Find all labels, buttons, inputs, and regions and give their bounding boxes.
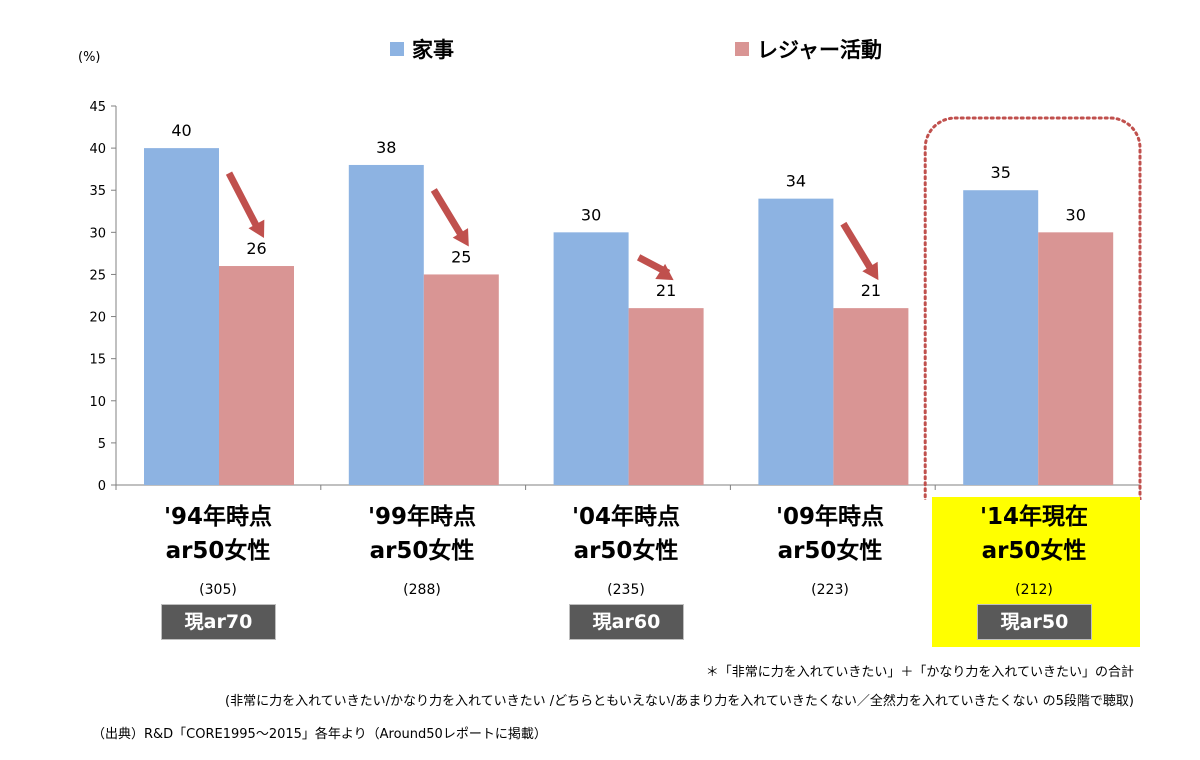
bar-value-label: 40 xyxy=(171,121,191,140)
source-note: （出典）R&D「CORE1995～2015」各年より（Around50レポートに… xyxy=(92,727,547,742)
decline-arrow xyxy=(430,188,467,242)
category-label: '14年現在 ar50女性 xyxy=(979,504,1089,564)
bar-value-label: 30 xyxy=(581,205,601,224)
category-label: '99年時点 ar50女性 xyxy=(367,504,477,564)
y-tick-label: 0 xyxy=(98,479,106,494)
y-tick-label: 15 xyxy=(89,353,106,368)
bar-value-label: 34 xyxy=(786,172,806,191)
y-tick-label: 45 xyxy=(89,100,106,115)
decline-arrow-head xyxy=(452,228,469,247)
sample-size: (305) xyxy=(199,582,237,598)
current-age-badge: 現ar70 xyxy=(161,604,276,640)
y-tick-label: 20 xyxy=(89,311,106,326)
bar xyxy=(423,274,499,485)
bar xyxy=(1038,232,1114,485)
bar xyxy=(628,308,704,485)
bar-value-label: 25 xyxy=(451,247,471,266)
bar-chart: 0 5 10 15 20 25 30 35 40 45 40 26 38 25 30 21 34 21 35 30 xyxy=(89,100,1142,500)
y-tick-label: 10 xyxy=(89,395,106,410)
category-label: '94年時点 ar50女性 xyxy=(163,504,273,564)
unit-label: (%) xyxy=(78,50,101,65)
bar-value-label: 21 xyxy=(861,281,881,300)
legend-swatch-leisure xyxy=(735,42,749,56)
bar xyxy=(144,148,219,485)
bar-value-label: 26 xyxy=(246,239,266,258)
bar xyxy=(833,308,909,485)
bar-value-label: 38 xyxy=(376,138,396,157)
bar xyxy=(553,232,629,485)
bar-value-label: 35 xyxy=(991,163,1011,182)
highlight-frame xyxy=(923,116,1142,500)
decline-arrow xyxy=(840,221,877,275)
decline-arrow-head xyxy=(862,261,879,281)
y-tick-label: 5 xyxy=(98,437,106,452)
current-age-badge: 現ar50 xyxy=(977,604,1092,640)
bar xyxy=(219,266,294,485)
bar xyxy=(758,198,834,485)
legend-item-housework: 家事 xyxy=(390,34,454,64)
footnote-scale: (非常に力を入れていきたい/かなり力を入れていきたい /どちらともいえない/あま… xyxy=(225,694,1134,709)
y-tick-label: 40 xyxy=(89,142,106,157)
decline-arrow-head xyxy=(655,263,674,281)
bar-value-label: 30 xyxy=(1066,205,1086,224)
legend-item-leisure: レジャー活動 xyxy=(735,34,882,64)
sample-size: (235) xyxy=(607,582,645,598)
y-tick-label: 25 xyxy=(89,268,106,283)
current-age-badge: 現ar60 xyxy=(569,604,684,640)
bar-value-label: 21 xyxy=(656,281,676,300)
bar xyxy=(963,190,1039,485)
category-label: '09年時点 ar50女性 xyxy=(775,504,885,564)
legend-swatch-housework xyxy=(390,42,404,56)
y-tick-label: 30 xyxy=(89,226,106,241)
bar xyxy=(348,164,424,485)
decline-arrow xyxy=(225,171,263,233)
legend-label-leisure: レジャー活動 xyxy=(757,38,882,62)
footnote-sum: ＊「非常に力を入れていきたい」＋「かなり力を入れていきたい」の合計 xyxy=(705,665,1134,680)
y-tick-label: 35 xyxy=(89,184,106,199)
sample-size: (223) xyxy=(811,582,849,598)
decline-arrow-head xyxy=(248,219,265,239)
sample-size: (212) xyxy=(1015,582,1053,598)
sample-size: (288) xyxy=(403,582,441,598)
legend-label-housework: 家事 xyxy=(412,38,454,62)
category-label: '04年時点 ar50女性 xyxy=(571,504,681,564)
